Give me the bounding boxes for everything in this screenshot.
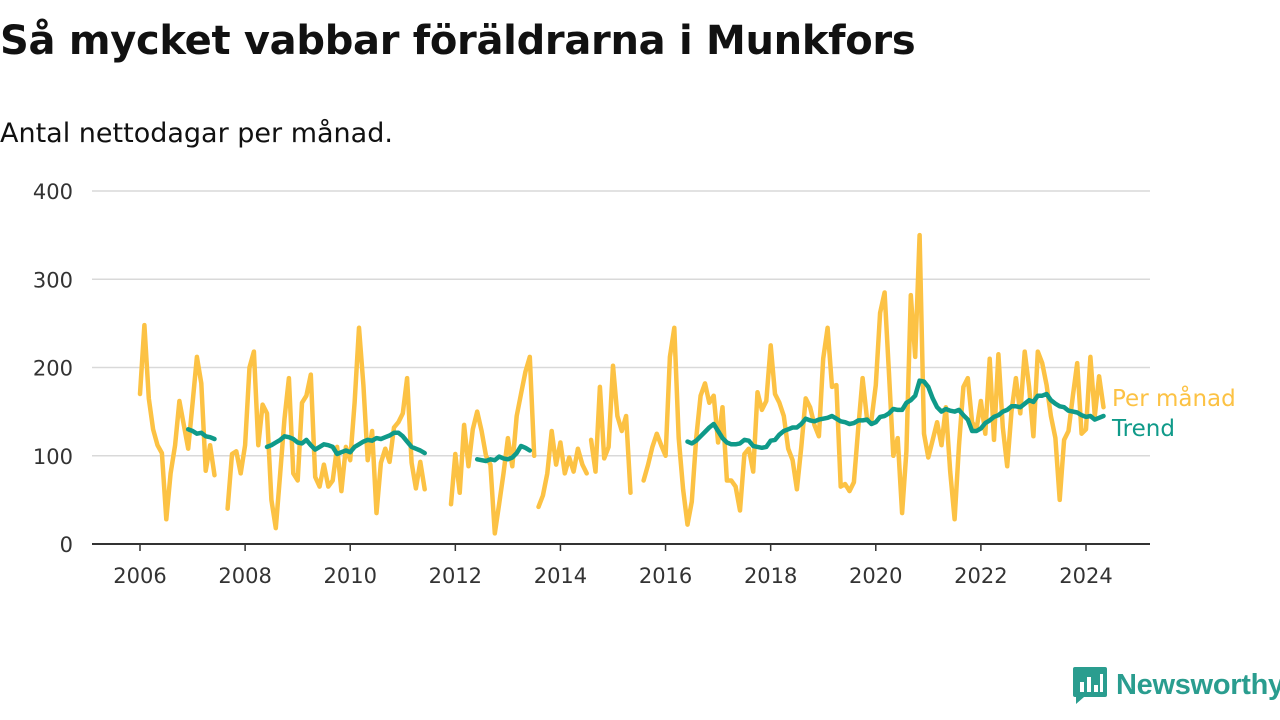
- series-line-segment: [448, 354, 537, 536]
- series-per-manad: [137, 232, 1106, 536]
- x-axis-ticks: 2006 2008 2010 2012 2014 2016 2018 2020 2022 2024: [113, 544, 1113, 588]
- series-line-segment: [137, 322, 217, 522]
- y-tick-labels: 0 100 200 300 400: [33, 180, 73, 557]
- chart-title: Så mycket vabbar föräldrarna i Munkfors: [0, 18, 916, 64]
- series-line-segment: [685, 378, 1106, 451]
- newsworthy-chart-icon: [1073, 667, 1107, 704]
- series-line-segment: [264, 430, 427, 457]
- x-tick-label: 2010: [323, 564, 376, 588]
- chart-subtitle: Antal nettodagar per månad.: [0, 118, 393, 149]
- x-tick-label: 2020: [849, 564, 902, 588]
- y-tick-label: 100: [33, 445, 73, 469]
- newsworthy-logo: Newsworthy: [1072, 665, 1280, 705]
- series-line-segment: [185, 427, 217, 442]
- y-tick-label: 300: [33, 268, 73, 292]
- y-tick-label: 0: [60, 533, 73, 557]
- x-tick-label: 2022: [954, 564, 1007, 588]
- series-trend: [185, 378, 1106, 464]
- x-tick-label: 2008: [218, 564, 271, 588]
- series-line-segment: [588, 363, 633, 496]
- series-line-segment: [536, 428, 589, 510]
- x-tick-label: 2014: [534, 564, 587, 588]
- brand-name: Newsworthy: [1116, 668, 1280, 701]
- x-tick-label: 2018: [744, 564, 797, 588]
- x-tick-label: 2024: [1059, 564, 1112, 588]
- series-line-segment: [641, 232, 1106, 527]
- x-tick-label: 2016: [639, 564, 692, 588]
- x-tick-label: 2012: [429, 564, 482, 588]
- legend-label-per-manad: Per månad: [1112, 384, 1236, 412]
- legend-label-trend: Trend: [1111, 416, 1175, 442]
- y-tick-label: 200: [33, 357, 73, 381]
- y-tick-label: 400: [33, 180, 73, 204]
- series-line-segment: [225, 325, 427, 531]
- x-tick-label: 2006: [113, 564, 166, 588]
- series-line-segment: [474, 443, 533, 464]
